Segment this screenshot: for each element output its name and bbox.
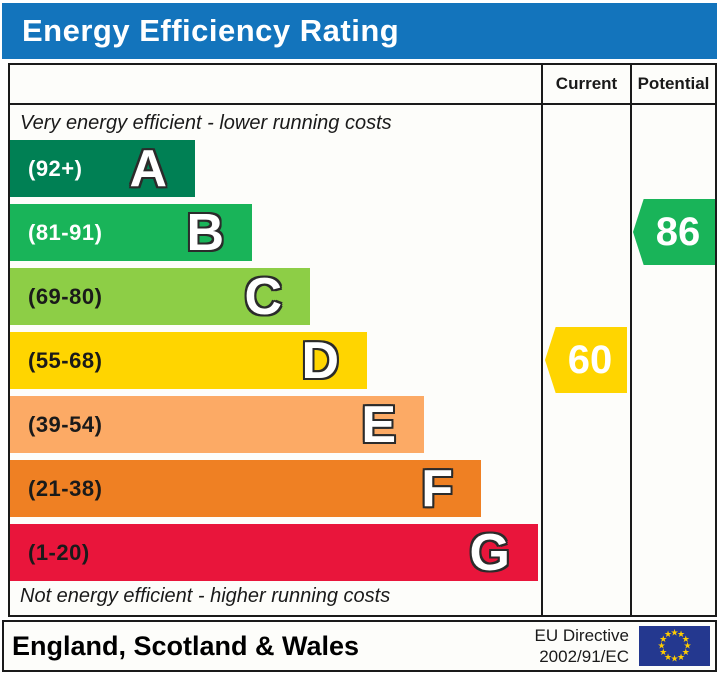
band-c-range: (69-80) <box>28 283 103 309</box>
potential-rating-arrow: 86 <box>633 199 715 265</box>
eu-directive-line2: 2002/91/EC <box>539 647 629 666</box>
page-title: Energy Efficiency Rating <box>22 13 400 48</box>
band-a: (92+) A <box>10 140 195 197</box>
band-e-letter: E <box>361 395 396 454</box>
eu-star-icon: ★ <box>659 634 668 644</box>
band-g-letter: G <box>469 523 510 582</box>
potential-rating-value: 86 <box>655 209 701 254</box>
band-b-letter: B <box>186 203 224 262</box>
band-d: (55-68) D <box>10 332 367 389</box>
eu-directive-line1: EU Directive <box>534 625 629 645</box>
band-e-range: (39-54) <box>28 411 103 437</box>
eu-star-icon: ★ <box>670 653 679 664</box>
band-b-range: (81-91) <box>28 219 103 245</box>
band-d-letter: D <box>301 331 339 390</box>
band-f: (21-38) F <box>10 460 481 517</box>
potential-column-divider <box>630 65 632 615</box>
eu-star-icon: ★ <box>663 629 673 640</box>
band-g: (1-20) G <box>10 524 538 581</box>
eu-directive-label: EU Directive 2002/91/EC <box>535 625 629 668</box>
eu-star-icon: ★ <box>676 651 686 662</box>
band-a-range: (92+) <box>28 155 83 181</box>
band-f-range: (21-38) <box>28 475 103 501</box>
eu-star-icon: ★ <box>663 651 673 662</box>
eu-star-icon: ★ <box>676 629 686 640</box>
potential-column-header: Potential <box>637 74 710 93</box>
current-column-divider <box>541 65 543 615</box>
footer: England, Scotland & Wales EU Directive 2… <box>2 620 717 672</box>
eu-star-icon: ★ <box>681 647 690 657</box>
eu-flag-icon: ★ ★ ★ ★ ★ ★ ★ ★ ★ ★ ★ ★ <box>639 626 710 666</box>
band-g-range: (1-20) <box>28 539 90 565</box>
title-bar: Energy Efficiency Rating <box>2 3 717 59</box>
eu-star-icon: ★ <box>657 640 666 651</box>
band-f-letter: F <box>421 459 453 518</box>
eu-star-icon: ★ <box>681 634 690 644</box>
region-label: England, Scotland & Wales <box>12 630 360 661</box>
top-note: Very energy efficient - lower running co… <box>20 112 392 134</box>
eu-star-icon: ★ <box>659 647 668 657</box>
band-c-letter: C <box>244 267 282 326</box>
eu-star-icon: ★ <box>670 627 679 638</box>
bottom-note: Not energy efficient - higher running co… <box>20 585 391 607</box>
table-header-row <box>10 65 715 105</box>
current-rating-arrow: 60 <box>545 327 627 393</box>
band-d-range: (55-68) <box>28 347 103 373</box>
current-rating-value: 60 <box>567 337 613 382</box>
eu-star-icon: ★ <box>683 640 692 651</box>
band-c: (69-80) C <box>10 268 310 325</box>
band-e: (39-54) E <box>10 396 424 453</box>
rating-table: Current Potential Very energy efficient … <box>8 63 717 617</box>
band-b: (81-91) B <box>10 204 252 261</box>
current-column-header: Current <box>555 74 618 93</box>
band-a-letter: A <box>129 139 167 198</box>
